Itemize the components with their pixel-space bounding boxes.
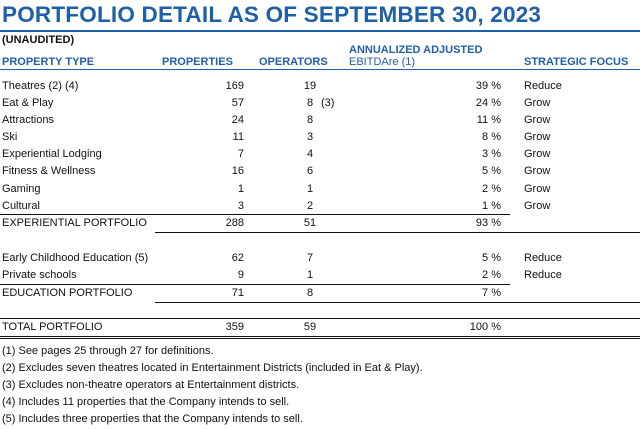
row-focus: Grow bbox=[524, 183, 551, 195]
header-ebitdare-line1: ANNUALIZED ADJUSTED bbox=[349, 44, 483, 56]
row-ebitdare: 24 % bbox=[475, 97, 501, 109]
footnote: (5) Includes three properties that the C… bbox=[2, 413, 303, 425]
table-row: Cultural 3 2 1 % Grow bbox=[0, 198, 640, 215]
table-row: Private schools 9 1 2 % Reduce bbox=[0, 267, 640, 284]
header-rule bbox=[0, 69, 640, 70]
row-name: Fitness & Wellness bbox=[2, 165, 96, 177]
row-ebitdare: 100 % bbox=[469, 321, 501, 333]
row-name: Ski bbox=[2, 131, 18, 143]
row-properties: 359 bbox=[225, 321, 244, 333]
row-focus: Reduce bbox=[524, 252, 562, 264]
unaudited-label: (UNAUDITED) bbox=[2, 34, 75, 46]
page-title: PORTFOLIO DETAIL AS OF SEPTEMBER 30, 202… bbox=[2, 2, 542, 27]
table-row: Gaming 1 1 2 % Grow bbox=[0, 181, 640, 198]
row-ebitdare: 39 % bbox=[475, 80, 501, 92]
row-properties: 11 bbox=[232, 131, 244, 143]
row-properties: 16 bbox=[231, 165, 244, 177]
row-operators: 6 bbox=[306, 165, 314, 177]
row-operators: 19 bbox=[303, 80, 317, 92]
row-operators: 1 bbox=[306, 183, 314, 195]
grand-total-row: TOTAL PORTFOLIO 359 59 100 % bbox=[0, 319, 640, 336]
header-property-type: PROPERTY TYPE bbox=[2, 56, 95, 68]
row-operators: 59 bbox=[303, 321, 317, 333]
row-focus: Grow bbox=[524, 148, 551, 160]
row-focus: Grow bbox=[524, 200, 551, 212]
grand-total-double-rule-2 bbox=[0, 338, 640, 339]
row-operators: 7 bbox=[306, 252, 314, 264]
row-properties: 9 bbox=[237, 269, 244, 281]
row-operators: 1 bbox=[306, 269, 314, 281]
row-focus: Grow bbox=[524, 131, 551, 143]
row-operators: 51 bbox=[303, 217, 317, 229]
row-ebitdare: 8 % bbox=[482, 131, 501, 143]
row-ebitdare: 3 % bbox=[482, 148, 501, 160]
row-operators-note: (3) bbox=[321, 97, 335, 109]
header-strategic-focus: STRATEGIC FOCUS bbox=[524, 56, 629, 68]
row-name: Theatres (2) (4) bbox=[2, 80, 79, 92]
row-properties: 24 bbox=[231, 114, 244, 126]
table-row: Experiential Lodging 7 4 3 % Grow bbox=[0, 146, 640, 163]
row-ebitdare: 11 % bbox=[476, 114, 501, 126]
row-ebitdare: 5 % bbox=[482, 252, 501, 264]
row-operators: 8 bbox=[306, 97, 314, 109]
row-ebitdare: 93 % bbox=[475, 217, 501, 229]
row-name: Gaming bbox=[2, 183, 41, 195]
row-name: EDUCATION PORTFOLIO bbox=[2, 287, 133, 299]
footnote: (1) See pages 25 through 27 for definiti… bbox=[2, 345, 214, 357]
table-row: Theatres (2) (4) 169 19 39 % Reduce bbox=[0, 78, 640, 95]
row-ebitdare: 5 % bbox=[482, 165, 501, 177]
row-ebitdare: 2 % bbox=[482, 183, 501, 195]
row-name: EXPERIENTIAL PORTFOLIO bbox=[2, 217, 147, 229]
row-name: Cultural bbox=[2, 200, 40, 212]
row-ebitdare: 2 % bbox=[482, 269, 501, 281]
row-focus: Grow bbox=[524, 97, 551, 109]
row-properties: 62 bbox=[231, 252, 244, 264]
row-focus: Grow bbox=[524, 114, 551, 126]
row-name: Attractions bbox=[2, 114, 54, 126]
row-ebitdare: 7 % bbox=[482, 287, 501, 299]
row-name: Early Childhood Education (5) bbox=[2, 252, 149, 264]
table-row: Fitness & Wellness 16 6 5 % Grow bbox=[0, 163, 640, 180]
header-ebitdare-line2: EBITDAre (1) bbox=[349, 56, 416, 68]
experiential-total-underline bbox=[155, 232, 640, 233]
row-properties: 3 bbox=[237, 200, 244, 212]
table-row: Eat & Play 57 8 (3) 24 % Grow bbox=[0, 95, 640, 112]
row-operators: 3 bbox=[306, 131, 314, 143]
row-properties: 1 bbox=[237, 183, 244, 195]
row-name: TOTAL PORTFOLIO bbox=[2, 321, 103, 333]
table-row: Ski 11 3 8 % Grow bbox=[0, 129, 640, 146]
footnote: (2) Excludes seven theatres located in E… bbox=[2, 362, 423, 374]
experiential-subtotal-rule bbox=[0, 214, 510, 215]
row-name: Experiential Lodging bbox=[2, 148, 102, 160]
experiential-total-row: EXPERIENTIAL PORTFOLIO 288 51 93 % bbox=[0, 215, 640, 232]
table-row: Early Childhood Education (5) 62 7 5 % R… bbox=[0, 250, 640, 267]
row-focus: Grow bbox=[524, 165, 551, 177]
row-operators: 4 bbox=[306, 148, 314, 160]
row-properties: 57 bbox=[231, 97, 244, 109]
row-operators: 2 bbox=[306, 200, 314, 212]
education-subtotal-rule bbox=[0, 284, 510, 285]
grand-total-double-rule-1 bbox=[0, 336, 640, 337]
title-rule bbox=[0, 30, 640, 32]
row-focus: Reduce bbox=[524, 80, 562, 92]
footnote: (3) Excludes non-theatre operators at En… bbox=[2, 379, 300, 391]
education-total-row: EDUCATION PORTFOLIO 71 8 7 % bbox=[0, 285, 640, 302]
row-properties: 169 bbox=[225, 80, 244, 92]
row-properties: 288 bbox=[225, 217, 244, 229]
table-row: Attractions 24 8 11 % Grow bbox=[0, 112, 640, 129]
row-name: Eat & Play bbox=[2, 97, 54, 109]
grand-total-top-rule bbox=[0, 318, 640, 319]
header-properties: PROPERTIES bbox=[162, 56, 233, 68]
footnote: (4) Includes 11 properties that the Comp… bbox=[2, 396, 290, 408]
header-operators: OPERATORS bbox=[259, 56, 328, 68]
row-operators: 8 bbox=[306, 114, 314, 126]
row-properties: 71 bbox=[231, 287, 244, 299]
row-operators: 8 bbox=[306, 287, 314, 299]
row-name: Private schools bbox=[2, 269, 77, 281]
education-total-underline bbox=[155, 302, 640, 303]
row-ebitdare: 1 % bbox=[482, 200, 501, 212]
row-focus: Reduce bbox=[524, 269, 562, 281]
row-properties: 7 bbox=[237, 148, 244, 160]
